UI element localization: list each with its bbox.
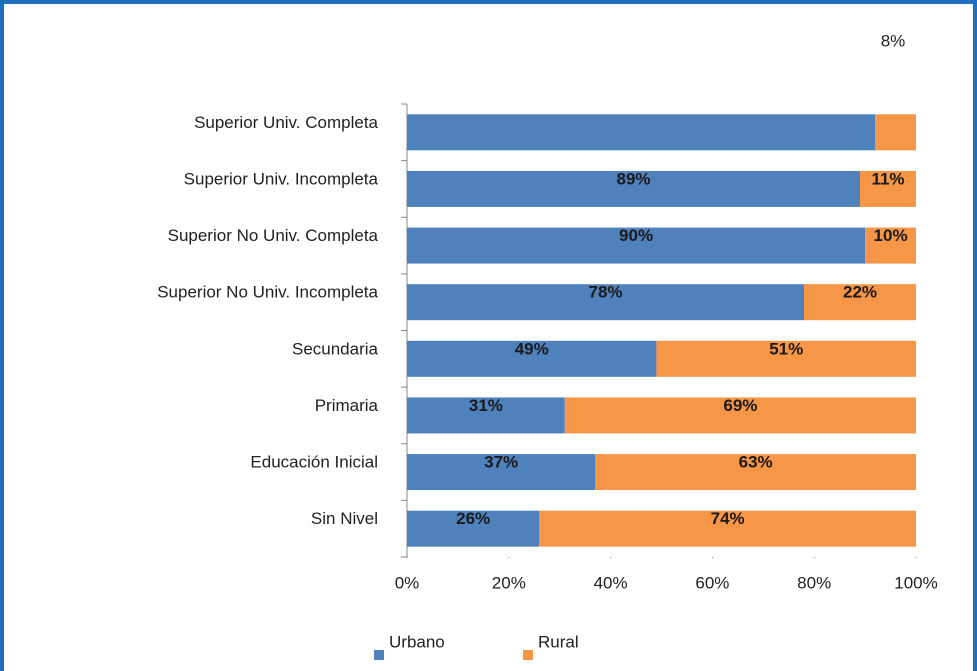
y-tick-label: Superior Univ. Completa [194,113,378,132]
y-tick-label: Superior Univ. Incompleta [184,169,379,188]
x-tick-label: 20% [492,573,526,592]
legend-label: Urbano [389,632,445,651]
bar-segment [407,510,540,547]
x-tick-label: 40% [594,573,628,592]
data-label: 69% [723,396,757,415]
legend-label: Rural [538,632,579,651]
data-label: 51% [769,339,803,358]
bar-segment [656,340,916,377]
y-tick-label: Sin Nivel [311,509,378,528]
bar-segment [875,114,916,151]
bar-segment [407,170,861,207]
data-label: 90% [619,226,653,245]
data-label: 63% [739,453,773,472]
data-label: 89% [616,169,650,188]
bar-segment [539,510,916,547]
bar-segment [564,397,916,434]
y-tick-label: Superior No Univ. Completa [168,226,379,245]
data-label: 26% [456,509,490,528]
y-tick-label: Primaria [315,396,379,415]
bar-segment [407,114,876,151]
bar-segment [407,227,866,264]
y-tick-label: Educación Inicial [250,453,378,472]
bar-segment [407,284,805,321]
bar-segment [804,284,916,321]
data-label: 31% [469,396,503,415]
bar-segment [595,454,916,491]
data-label: 8% [881,31,906,50]
data-label: 22% [843,283,877,302]
data-label: 10% [874,226,908,245]
data-label: 49% [515,339,549,358]
bar-segment [865,227,916,264]
data-label: 37% [484,453,518,472]
bar-segment [407,340,657,377]
data-label: 11% [871,169,904,188]
y-tick-label: Secundaria [292,339,379,358]
bar-segment [860,170,916,207]
x-tick-label: 60% [695,573,729,592]
x-tick-label: 80% [797,573,831,592]
data-label: 78% [588,283,622,302]
y-tick-label: Superior No Univ. Incompleta [157,283,378,302]
bar-segment [407,397,565,434]
legend-swatch [523,650,533,660]
x-tick-label: 0% [395,573,420,592]
x-tick-label: 100% [894,573,937,592]
legend-swatch [374,650,384,660]
bar-segment [407,454,596,491]
data-label: 74% [711,509,745,528]
